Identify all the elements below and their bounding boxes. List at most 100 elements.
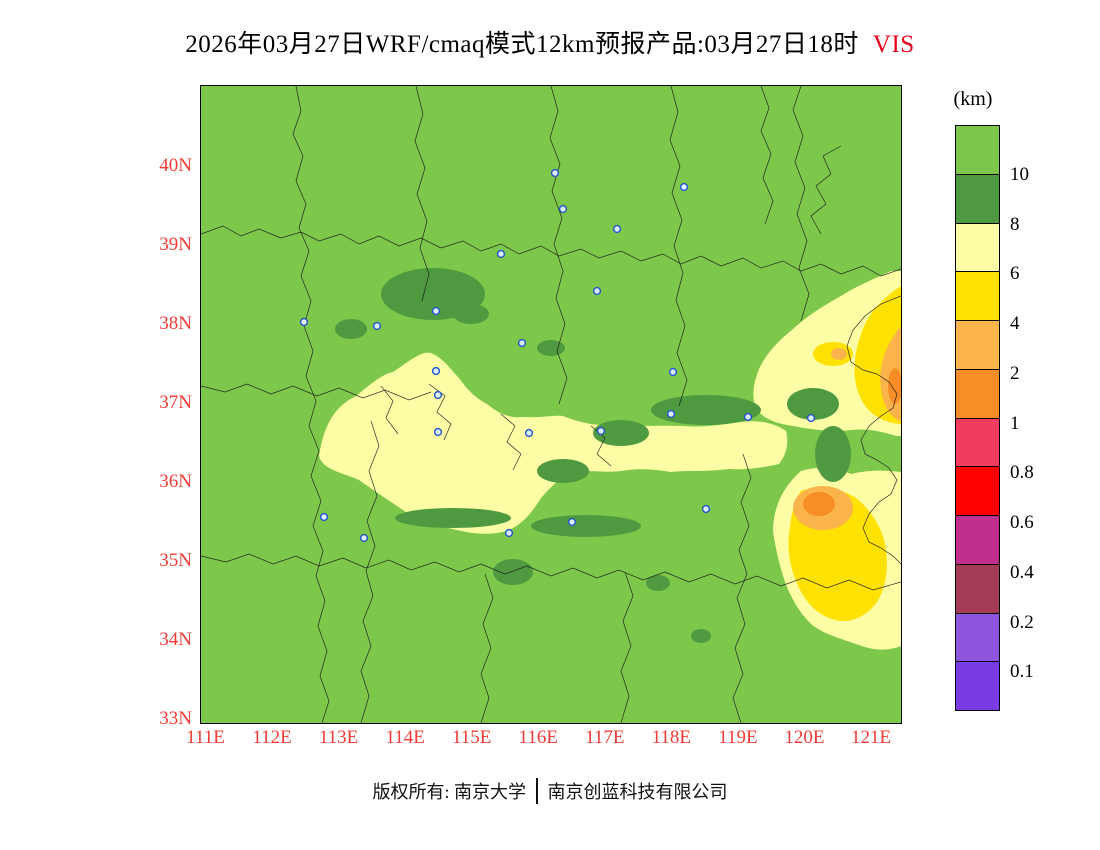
admin-boundary-line — [201, 553, 901, 591]
legend-value-label: 10 — [1010, 163, 1029, 185]
station-marker — [550, 168, 560, 178]
lat-tick-label: 33N — [159, 708, 192, 729]
station-marker — [433, 427, 443, 437]
station-marker — [743, 412, 753, 422]
chart-title: 2026年03月27日WRF/cmaq模式12km预报产品:03月27日18时 V… — [0, 24, 1100, 60]
chart-title-text: 2026年03月27日WRF/cmaq模式12km预报产品:03月27日18时 — [185, 31, 859, 58]
lat-tick-label: 37N — [159, 392, 192, 413]
admin-boundary-line — [669, 86, 688, 407]
legend-value-label: 0.4 — [1010, 561, 1034, 583]
legend-color-box — [955, 125, 1000, 175]
contour-vis-8-10km — [651, 395, 761, 425]
admin-boundary-line — [846, 295, 901, 565]
lon-tick-label: 120E — [784, 727, 825, 748]
map-panel — [200, 85, 902, 724]
legend-color-box — [955, 661, 1000, 711]
lon-tick-label: 116E — [518, 727, 558, 748]
admin-boundary-line — [201, 383, 432, 401]
contour-vis-8-10km — [815, 426, 851, 482]
lat-tick-label: 36N — [159, 471, 192, 492]
admin-boundary-line — [792, 86, 810, 322]
legend-color-box — [955, 173, 1000, 224]
admin-boundary-line — [360, 420, 380, 723]
contour-vis-1-2km — [888, 368, 901, 404]
lon-tick-label: 121E — [850, 727, 892, 748]
legend-value-label: 8 — [1010, 213, 1020, 235]
admin-boundary-line — [201, 225, 901, 277]
station-marker — [504, 528, 514, 538]
footer-divider — [536, 778, 538, 804]
admin-boundary-line — [380, 385, 399, 435]
admin-boundary-line — [810, 145, 842, 235]
station-marker — [359, 533, 369, 543]
station-marker — [299, 317, 309, 327]
lon-tick-label: 112E — [252, 727, 292, 748]
contour-vis-8-10km — [691, 629, 711, 643]
station-marker — [567, 517, 577, 527]
station-marker — [431, 306, 441, 316]
legend-value-label: 4 — [1010, 313, 1020, 334]
admin-boundary-line — [414, 86, 430, 302]
contour-vis-8-10km — [531, 515, 641, 537]
station-marker — [612, 224, 622, 234]
contour-vis-8-10km — [335, 319, 367, 339]
copyright-footer: 版权所有: 南京大学 南京创蓝科技有限公司 — [0, 778, 1100, 804]
lon-tick-label: 114E — [385, 727, 425, 748]
contour-vis-8-10km — [453, 304, 489, 324]
station-marker — [524, 428, 534, 438]
map-svg — [201, 86, 901, 723]
contour-vis-1-2km — [803, 492, 835, 516]
station-marker — [701, 504, 711, 514]
legend-value-label: 6 — [1010, 263, 1020, 285]
station-marker — [806, 413, 816, 423]
legend-value-label: 0.1 — [1010, 661, 1034, 683]
station-marker — [558, 204, 568, 214]
station-marker — [679, 182, 689, 192]
legend-value-label: 2 — [1010, 362, 1020, 384]
admin-boundary-line — [292, 86, 330, 723]
legend-color-box — [955, 417, 1000, 468]
station-marker — [666, 409, 676, 419]
contour-vis-2-4km — [831, 348, 847, 360]
legend-value-label: 0.6 — [1010, 512, 1034, 533]
contour-vis-8-10km — [537, 459, 589, 483]
copyright-company: 南京创蓝科技有限公司 — [547, 782, 728, 802]
legend-value-label: 0.8 — [1010, 462, 1034, 484]
lon-tick-label: 117E — [585, 727, 625, 748]
contour-vis-8-10km — [537, 340, 565, 356]
copyright-owner: 版权所有: 南京大学 — [372, 782, 526, 802]
station-marker — [433, 390, 443, 400]
lat-tick-label: 34N — [159, 629, 192, 650]
lon-tick-label: 111E — [186, 727, 225, 748]
legend-color-box — [955, 515, 1000, 565]
contour-vis-8-10km — [787, 388, 839, 420]
legend-color-box — [955, 222, 1000, 273]
contour-vis-8-10km — [395, 508, 511, 528]
lat-tick-label: 39N — [159, 234, 192, 255]
legend-color-box — [955, 320, 1000, 370]
contour-vis-8-10km — [593, 420, 649, 446]
admin-boundary-line — [732, 453, 752, 723]
lon-tick-label: 118E — [651, 727, 692, 748]
admin-boundary-line — [500, 413, 522, 471]
lon-tick-label: 119E — [718, 727, 758, 748]
chart-variable-label: VIS — [872, 31, 915, 58]
legend-color-box — [955, 563, 1000, 614]
admin-boundary-line — [480, 573, 494, 723]
legend-color-box — [955, 271, 1000, 321]
legend-value-label: 0.2 — [1010, 611, 1034, 633]
station-marker — [517, 338, 527, 348]
lon-tick-label: 115E — [451, 727, 492, 748]
station-marker — [431, 366, 441, 376]
admin-boundary-line — [760, 86, 774, 225]
lat-tick-label: 40N — [159, 155, 192, 176]
station-marker — [596, 426, 606, 436]
station-marker — [496, 249, 506, 259]
legend-color-box — [955, 466, 1000, 516]
legend-color-box — [955, 612, 1000, 663]
legend-unit-label: (km) — [953, 88, 993, 110]
contour-vis-8-10km — [646, 575, 670, 591]
station-marker — [668, 367, 678, 377]
legend-color-box — [955, 368, 1000, 419]
legend-colorbar — [955, 125, 1000, 711]
